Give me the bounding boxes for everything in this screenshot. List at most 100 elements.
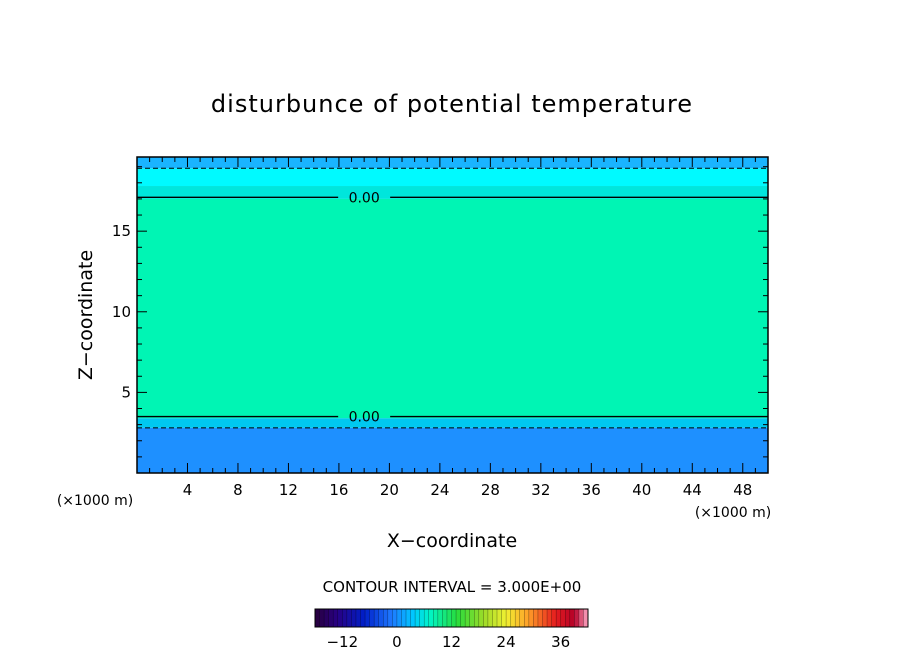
colorbar-swatch [410, 609, 416, 627]
colorbar-tick-label: 0 [392, 633, 402, 651]
colorbar-swatch [460, 609, 466, 627]
colorbar: −12 0 12 24 36 [314, 608, 589, 651]
colorbar-swatch [560, 609, 566, 627]
x-tick-label: 28 [481, 481, 500, 499]
colorbar-swatch [474, 609, 480, 627]
colorbar-swatch [424, 609, 430, 627]
colorbar-swatch [556, 609, 562, 627]
colorbar-swatch [392, 609, 398, 627]
colorbar-swatch [446, 609, 452, 627]
colorbar-swatch [355, 609, 361, 627]
colorbar-swatch [315, 609, 320, 627]
colorbar-swatch [497, 609, 502, 627]
x-tick-label: 20 [380, 481, 399, 499]
colorbar-swatch [365, 609, 370, 627]
color-band-5 [137, 157, 768, 169]
colorbar-swatch [437, 609, 443, 627]
x-axis-label: X−coordinate [387, 530, 517, 552]
colorbar-swatch [551, 609, 557, 627]
colorbar-swatch [433, 609, 439, 627]
x-tick-label: 24 [430, 481, 449, 499]
colorbar-swatch [324, 609, 330, 627]
colorbar-swatch [537, 609, 543, 627]
colorbar-swatch [406, 609, 411, 627]
colorbar-swatch [419, 609, 425, 627]
color-band-2 [137, 198, 768, 419]
colorbar-swatch [401, 609, 407, 627]
x-tick-label: 44 [683, 481, 702, 499]
colorbar-swatch [465, 609, 471, 627]
colorbar-swatch [565, 609, 571, 627]
x-tick-label: 16 [329, 481, 348, 499]
y-axis-label: Z−coordinate [75, 250, 97, 380]
plot-fill-layer [137, 157, 768, 473]
x-tick-label: 48 [733, 481, 752, 499]
colorbar-swatch [442, 609, 448, 627]
x-tick-label: 4 [183, 481, 193, 499]
colorbar-swatch [369, 609, 375, 627]
colorbar-swatch [378, 609, 384, 627]
y-tick-label: 5 [121, 383, 131, 401]
colorbar-swatch [533, 609, 539, 627]
colorbar-swatch [351, 609, 357, 627]
contour-label-1: 0.00 [349, 410, 380, 426]
colorbar-swatch [487, 609, 493, 627]
colorbar-swatch [328, 609, 334, 627]
colorbar-swatch [333, 609, 339, 627]
color-band-4 [137, 168, 768, 187]
colorbar-swatch [387, 609, 393, 627]
colorbar-swatch [319, 609, 325, 627]
colorbar-swatch [346, 609, 352, 627]
colorbar-swatch [478, 609, 484, 627]
colorbar-tick-label: −12 [326, 633, 358, 651]
colorbar-swatch [492, 609, 498, 627]
x-tick-label: 32 [531, 481, 550, 499]
colorbar-swatch [396, 609, 402, 627]
colorbar-swatch [569, 609, 575, 627]
color-band-1 [137, 418, 768, 428]
colorbar-tick-label: 12 [442, 633, 461, 651]
contour-layer: 0.00 0.00 [137, 167, 768, 429]
x-unit-right: (×1000 m) [695, 505, 771, 521]
colorbar-swatch [483, 609, 489, 627]
colorbar-swatch [337, 609, 343, 627]
contour-label-0: 0.00 [349, 190, 380, 206]
y-tick-label: 15 [112, 222, 131, 240]
colorbar-tick-label: 36 [551, 633, 570, 651]
colorbar-swatch [510, 609, 516, 627]
colorbar-swatch [547, 609, 552, 627]
colorbar-swatch [542, 609, 548, 627]
color-band-3 [137, 186, 768, 199]
colorbar-frame [314, 608, 589, 628]
colorbar-swatch [524, 609, 530, 627]
colorbar-swatch [383, 609, 389, 627]
colorbar-swatch [506, 609, 512, 627]
x-tick-label: 8 [233, 481, 243, 499]
x-tick-label: 40 [632, 481, 651, 499]
contour-interval-label: CONTOUR INTERVAL = 3.000E+00 [323, 578, 582, 596]
colorbar-swatch [574, 609, 580, 627]
colorbar-swatch [469, 609, 475, 627]
colorbar-swatch [515, 609, 521, 627]
colorbar-swatch [360, 609, 366, 627]
colorbar-swatch [456, 609, 461, 627]
colorbar-swatch [428, 609, 434, 627]
colorbar-swatch [415, 609, 421, 627]
colorbar-tick-label: 24 [497, 633, 516, 651]
color-band-0 [137, 427, 768, 473]
colorbar-swatch [501, 609, 507, 627]
colorbar-swatch [451, 609, 457, 627]
colorbar-swatch [519, 609, 525, 627]
colorbar-swatch [578, 609, 584, 627]
x-unit-left: (×1000 m) [57, 493, 133, 509]
x-tick-label: 12 [279, 481, 298, 499]
y-tick-label: 10 [112, 303, 131, 321]
colorbar-swatch [342, 609, 348, 627]
colorbar-swatch [528, 609, 534, 627]
colorbar-swatch [374, 609, 380, 627]
colorbar-swatch [583, 609, 589, 627]
x-tick-label: 36 [582, 481, 601, 499]
chart-title: disturbunce of potential temperature [211, 90, 693, 118]
